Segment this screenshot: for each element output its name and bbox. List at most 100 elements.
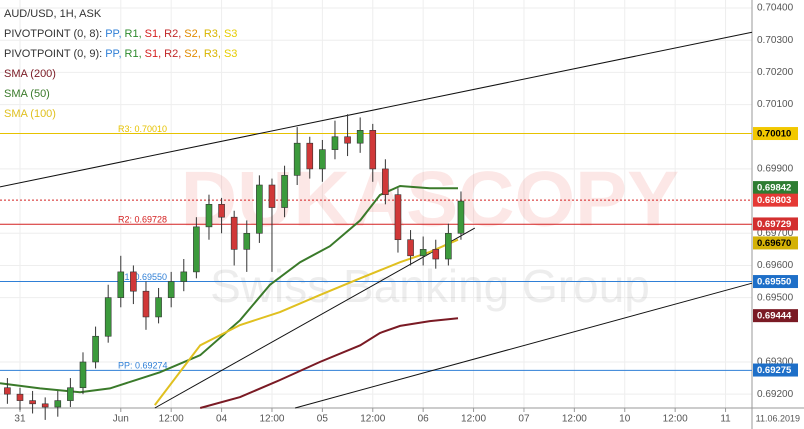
candle-body: [419, 249, 427, 257]
candle-body: [356, 130, 364, 144]
legend-item: PP,: [105, 48, 122, 60]
candle-body: [256, 184, 263, 234]
price-tag-label: 0.70010: [757, 129, 791, 140]
candle-body: [293, 142, 301, 176]
candle-body: [243, 232, 251, 250]
legend-item: S2,: [184, 28, 201, 40]
candle-body: [193, 226, 200, 273]
x-tick-label: 12:00: [259, 414, 284, 425]
candle-body: [67, 387, 74, 401]
x-tick-label: 12:00: [360, 414, 385, 425]
price-tag: [753, 181, 798, 195]
y-tick-label: 0.70400: [757, 3, 794, 14]
legend-item: S3: [223, 48, 238, 60]
candle-body: [394, 194, 402, 241]
candle-body: [205, 204, 213, 228]
legend-item: S1,: [144, 28, 162, 40]
candle-body: [92, 335, 99, 363]
x-tick-label: 12:00: [663, 414, 688, 425]
y-tick-label: 0.69500: [757, 292, 794, 303]
trend-line: [294, 282, 753, 409]
y-tick-label: 0.69600: [757, 260, 794, 271]
candle-body: [142, 290, 150, 318]
price-tag: [753, 363, 798, 377]
price-tag: [753, 309, 798, 323]
candle-body: [319, 149, 326, 170]
candle-body: [230, 216, 238, 250]
legend: AUD/USD, 1H, ASK PIVOTPOINT (0, 8): PP, R1…: [4, 4, 240, 124]
legend-label: PIVOTPOINT (0, 9):: [4, 48, 103, 60]
x-tick-label: 10: [619, 414, 631, 425]
candle-body: [457, 200, 465, 234]
x-tick-label: 05: [317, 414, 329, 425]
y-tick-label: 0.69200: [757, 389, 794, 400]
trend-line: [154, 227, 476, 409]
y-tick-label: 0.70100: [757, 99, 794, 110]
candle-body: [268, 184, 276, 208]
legend-entry: SMA (200): [4, 68, 56, 80]
legend-entry: SMA (100): [4, 108, 56, 120]
price-tag-label: 0.69275: [757, 365, 792, 376]
price-tag-label: 0.69729: [757, 219, 791, 230]
candle-body: [218, 204, 225, 218]
title: AUD/USD, 1H, ASK: [4, 8, 102, 20]
price-tag-label: 0.69803: [757, 195, 791, 206]
legend-item: S2,: [184, 48, 201, 60]
x-tick-label: 04: [216, 414, 228, 425]
candle-body: [29, 400, 36, 405]
pivot-label: R2: 0.69728: [118, 215, 167, 225]
legend-row: PIVOTPOINT (0, 9): PP, R1, S1, R2, S2, R3, S3: [4, 44, 240, 64]
pivot-label: PP: 0.69274: [118, 361, 168, 371]
x-tick-label: 12:00: [562, 414, 587, 425]
legend-item: S1,: [144, 48, 162, 60]
x-tick-label: 07: [518, 414, 530, 425]
x-tick-label: 12:00: [461, 414, 486, 425]
x-tick-label: 12:00: [159, 414, 184, 425]
price-tag: [753, 236, 798, 250]
sma-line: [199, 317, 459, 409]
price-tag-label: 0.69550: [757, 277, 791, 288]
legend-item: R3,: [203, 28, 221, 40]
legend-item: R1,: [124, 28, 142, 40]
y-tick-label: 0.69300: [757, 357, 794, 368]
legend-item: R2,: [164, 48, 182, 60]
pivot-label: R3: 0.70010: [118, 124, 167, 134]
x-tick-label: 06: [418, 414, 430, 425]
legend-item: R1,: [124, 48, 142, 60]
watermark: DUKASCOPY: [181, 155, 679, 243]
legend-item: R2,: [164, 28, 182, 40]
legend-item: R3,: [203, 48, 221, 60]
x-tick-label: Jun: [113, 414, 129, 425]
candle-body: [180, 271, 188, 282]
candle-body: [41, 403, 49, 408]
candle-body: [369, 130, 377, 170]
legend-item: S3: [223, 28, 238, 40]
x-tick-label: 11: [720, 414, 731, 425]
candle-body: [16, 393, 24, 401]
sma-line: [0, 184, 458, 394]
x-tick-label: 31: [14, 414, 26, 425]
candle-body: [281, 175, 288, 208]
date-label: 11.06.2019: [756, 413, 800, 423]
candle-body: [4, 387, 11, 395]
candle-body: [155, 297, 162, 318]
price-tag: [753, 217, 798, 231]
price-tag-label: 0.69842: [757, 183, 791, 194]
candle-body: [407, 239, 414, 257]
legend-row: PIVOTPOINT (0, 8): PP, R1, S1, R2, S2, R3, S3: [4, 24, 240, 44]
candle-body: [130, 271, 137, 292]
candle-body: [331, 136, 339, 150]
legend-item: PP,: [105, 28, 122, 40]
price-tag-label: 0.69444: [757, 311, 792, 322]
candle-body: [104, 297, 112, 337]
y-tick-label: 0.69900: [757, 164, 794, 175]
y-tick-label: 0.70300: [757, 35, 794, 46]
pivot-label: R1: 0.69550: [118, 272, 167, 282]
legend-label: PIVOTPOINT (0, 8):: [4, 28, 103, 40]
candle-body: [306, 142, 314, 170]
watermark: Swiss Banking Group: [210, 260, 650, 312]
price-tag-label: 0.69670: [757, 238, 791, 249]
y-tick-label: 0.70200: [757, 67, 794, 78]
